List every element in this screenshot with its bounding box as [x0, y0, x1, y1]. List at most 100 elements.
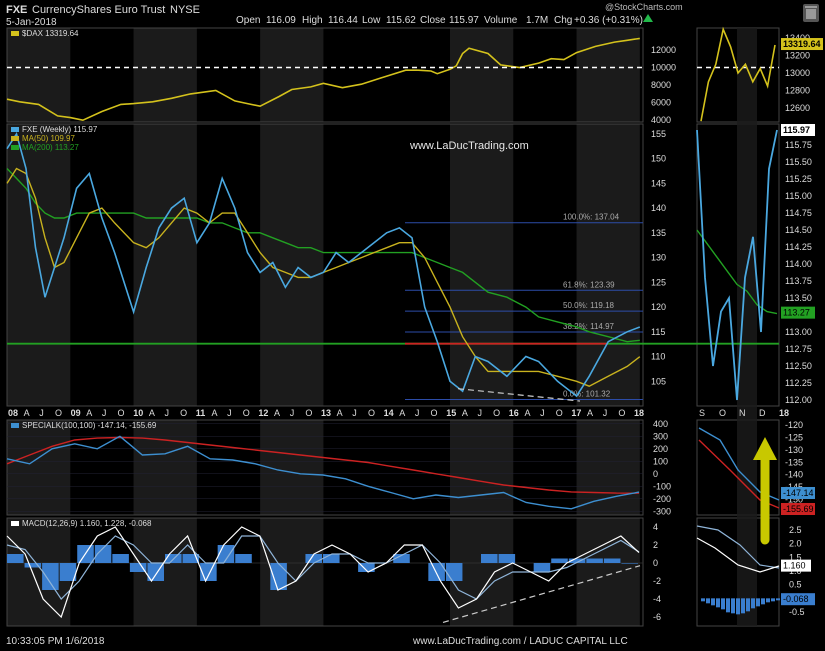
specialk-last-value-tag [781, 487, 815, 499]
price-inset-y-tick: 112.00 [785, 395, 812, 405]
price-y-tick: 125 [651, 277, 666, 287]
fibonacci-level-label: 0.0%: 101.32 [563, 389, 611, 398]
trash-icon[interactable] [803, 4, 819, 22]
price-y-tick: 140 [651, 203, 666, 213]
price-y-tick: 105 [651, 376, 666, 386]
x-axis-tick: J [102, 408, 107, 418]
x-axis-tick: O [368, 408, 375, 418]
panel-frame [6, 419, 644, 516]
macd-histogram-bar [428, 563, 445, 581]
fibonacci-level-label: 50.0%: 119.18 [563, 301, 615, 310]
macd-histogram-bar [533, 563, 551, 572]
macd-last-value-label: 1.160 [783, 561, 806, 571]
dax-line [6, 37, 640, 122]
macd-histogram-bar [498, 554, 516, 563]
year-shade-band [576, 124, 640, 406]
inset-x-tick: O [719, 408, 726, 418]
ma200-legend-swatch [11, 145, 19, 150]
year-shade-band [133, 124, 197, 406]
specialk-legend-label: SPECIALK(100,100) -147.14, -155.69 [22, 421, 157, 430]
specialk-y-tick: -100 [653, 481, 671, 491]
macd-last-value-tag [781, 559, 811, 572]
x-axis-tick: A [462, 408, 468, 418]
macd-inset-histogram-bar [726, 598, 730, 613]
specialk-legend-swatch [11, 423, 19, 428]
macd-histogram-bar [129, 563, 147, 572]
dax-y-tick: 6000 [651, 98, 671, 108]
x-axis-tick: O [431, 408, 438, 418]
price-line [6, 131, 641, 398]
footer-credit: www.LaDucTrading.com / LADUC CAPITAL LLC [412, 636, 628, 647]
open-label: Open [236, 15, 260, 26]
inset-shade-band [737, 28, 757, 626]
inset-x-tick: S [699, 408, 705, 418]
year-shade-band [449, 420, 514, 515]
inset-x-tick: 18 [779, 408, 789, 418]
low-label: Low [362, 15, 381, 26]
macd-y-tick: 0 [653, 558, 658, 568]
macd-inset-histogram-bar [711, 598, 715, 606]
x-axis-tick: A [399, 408, 405, 418]
price-y-tick: 115 [651, 327, 665, 337]
dax-inset-line [700, 26, 776, 122]
footer: 10:33:05 PM 1/6/2018 www.LaDucTrading.co… [6, 636, 628, 647]
x-axis-tick: A [587, 408, 593, 418]
price-y-tick: 145 [651, 178, 666, 188]
x-axis-tick: 12 [258, 408, 268, 418]
x-axis-tick: 16 [509, 408, 519, 418]
price-inset-y-tick: 115.25 [785, 174, 812, 184]
year-shade-band [576, 28, 640, 122]
macd-inset-histogram-bar [701, 598, 705, 602]
macd-histogram-bar [551, 558, 568, 563]
macd-inset-histogram-bar [746, 598, 750, 612]
specialk-inset-y-tick: -130 [785, 445, 803, 455]
header: FXE CurrencyShares Euro Trust NYSE 5-Jan… [6, 2, 683, 28]
close-value: 115.97 [449, 15, 479, 26]
macd-y-tick: -2 [653, 576, 661, 586]
x-axis-tick: A [86, 408, 92, 418]
dax-inset-y-tick: 13200 [785, 51, 810, 61]
x-axis-tick: 09 [71, 408, 81, 418]
x-axis-tick: J [415, 408, 420, 418]
year-shade-band [576, 518, 640, 626]
macd-histogram-bar [59, 563, 77, 581]
chart-date: 5-Jan-2018 [6, 17, 57, 28]
year-shade-band [449, 28, 514, 122]
specialk-y-tick: 400 [653, 419, 668, 429]
volume-label: Volume [484, 15, 518, 26]
brand-label: @StockCharts.com [605, 2, 683, 12]
x-axis-tick: O [493, 408, 500, 418]
macd-inset-y-tick: 2.0 [789, 539, 802, 549]
dax-y-tick: 12000 [651, 45, 676, 55]
macd-histogram-bar [586, 558, 603, 563]
x-axis-tick: 13 [321, 408, 331, 418]
price-inset-y-tick: 115.75 [785, 140, 812, 150]
ticker-symbol: FXE [6, 4, 27, 16]
exchange-label: NYSE [170, 4, 200, 16]
macd-inset-y-tick: 2.5 [789, 525, 802, 535]
up-arrow-annotation [753, 437, 777, 545]
dax-last-value-label: 13319.64 [783, 39, 821, 49]
price-inset-y-tick: 114.00 [785, 259, 812, 269]
macd-inset-y-tick: 1.5 [789, 552, 802, 562]
x-axis-tick: O [305, 408, 312, 418]
x-axis-tick: 18 [634, 408, 644, 418]
fibonacci-level-label: 61.8%: 123.39 [563, 280, 615, 289]
specialk-y-tick: -300 [653, 506, 671, 516]
security-name: CurrencyShares Euro Trust [32, 4, 165, 16]
inset-x-tick: D [759, 408, 766, 418]
high-value: 116.44 [328, 15, 358, 26]
macd-y-tick: 2 [653, 540, 658, 550]
x-axis-tick: J [165, 408, 170, 418]
x-axis-tick: J [290, 408, 295, 418]
x-axis-tick: J [352, 408, 357, 418]
ma50-legend-label: MA(50) 109.97 [22, 134, 75, 143]
price-inset-y-tick: 112.50 [785, 361, 812, 371]
macd-inset-signal-line [696, 525, 780, 569]
macd-inset-histogram-bar [761, 598, 765, 605]
price-inset-y-tick: 113.50 [785, 293, 812, 303]
macd-y-tick: -4 [653, 594, 661, 604]
macd-inset-histogram-bar [736, 598, 740, 615]
specialk-y-tick: 300 [653, 431, 668, 441]
